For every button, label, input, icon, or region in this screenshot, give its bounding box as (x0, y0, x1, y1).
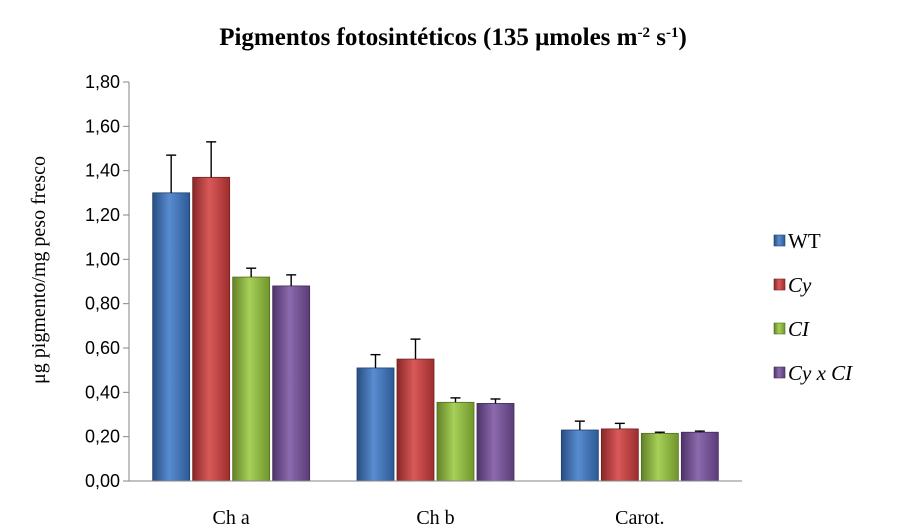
bar-cy (192, 176, 231, 482)
bar-cy-x-ci (680, 431, 719, 482)
title-part: -1 (666, 25, 679, 41)
x-category-label: Ch a (213, 507, 250, 529)
bar-ci (232, 276, 271, 482)
legend-label: CI (788, 317, 810, 341)
legend-swatch (773, 278, 786, 291)
title-part: ) (678, 24, 686, 51)
y-axis-label: μg pigmento/mg peso fresco (28, 156, 50, 384)
x-axis-labels: Ch a Ch b Carot. (213, 507, 665, 529)
y-tick-label: 1,20 (85, 205, 120, 225)
bar-wt (152, 192, 191, 482)
y-tick-label: 0,40 (85, 382, 120, 402)
legend-swatch (773, 322, 786, 335)
y-tick-label: 1,60 (85, 116, 120, 136)
y-tick-label: 1,40 (85, 161, 120, 181)
y-axis-ticks: 0,00 0,20 0,40 0,60 0,80 1,00 1,20 1,40 1,60 1,80 (85, 72, 129, 491)
bars (152, 176, 719, 482)
error-bars (166, 141, 705, 434)
legend: WT Cy CI Cy x CI (773, 229, 853, 385)
legend-label: WT (788, 229, 821, 253)
bar-ci (436, 401, 475, 482)
y-tick-label: 0,00 (85, 471, 120, 491)
title-part: -2 (637, 25, 650, 41)
title-part: s (650, 24, 666, 51)
legend-swatch (773, 366, 786, 379)
x-category-label: Carot. (615, 507, 664, 529)
bar-wt (356, 367, 395, 482)
bar-cy-x-ci (476, 403, 515, 482)
y-tick-label: 0,60 (85, 338, 120, 358)
y-tick-label: 0,80 (85, 294, 120, 314)
y-tick-label: 1,00 (85, 249, 120, 269)
bar-ci (640, 432, 679, 482)
bar-cy-x-ci (272, 285, 311, 482)
legend-label: Cy (788, 273, 812, 297)
y-tick-label: 1,80 (85, 72, 120, 92)
chart-title: Pigmentos fotosintéticos (135 μmoles m-2… (219, 24, 687, 51)
bar-cy (600, 428, 639, 482)
title-part: Pigmentos fotosintéticos (135 μmoles m (219, 24, 637, 51)
legend-swatch (773, 234, 786, 247)
legend-label: Cy x CI (788, 361, 853, 385)
x-category-label: Ch b (416, 507, 454, 529)
y-tick-label: 0,20 (85, 427, 120, 447)
bar-cy (396, 358, 435, 482)
bar-wt (560, 429, 599, 482)
